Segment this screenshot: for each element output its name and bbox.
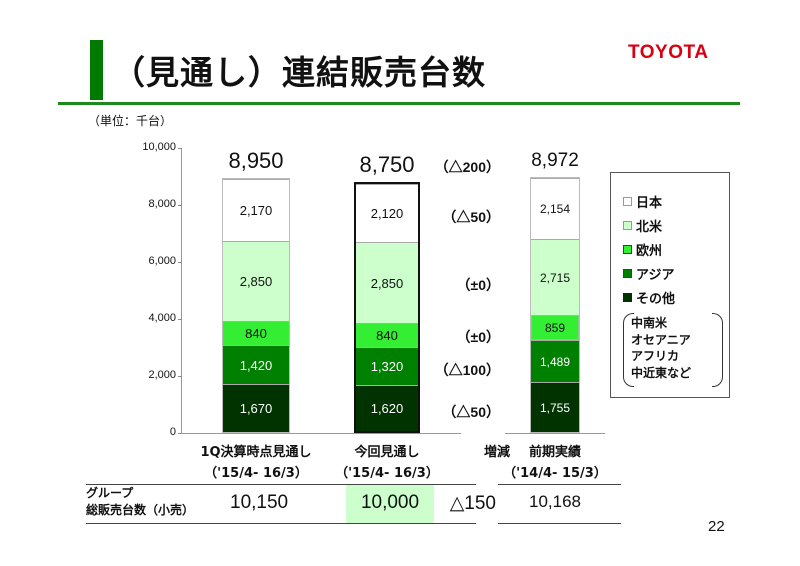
title-divider <box>58 102 740 105</box>
current-highlight <box>346 485 434 523</box>
y-axis <box>181 148 182 433</box>
swatch-icon <box>623 245 632 254</box>
legend-other-note: 中南米 オセアニア アフリカ 中近東など <box>623 313 723 387</box>
group-total-1q: 10,150 <box>230 492 289 513</box>
segment-europe: 840 <box>356 323 418 347</box>
y-tick <box>178 205 182 206</box>
segment-asia: 1,489 <box>531 340 579 383</box>
y-tick-label: 0 <box>169 426 176 438</box>
y-tick <box>178 148 182 149</box>
segment-europe: 840 <box>223 320 289 345</box>
y-tick-label: 4,000 <box>148 312 176 324</box>
diff-total: （△200） <box>434 159 500 175</box>
group-total-label: グループ 総販売台数（小売） <box>86 486 195 517</box>
chart-legend: 日本 北米 欧州 アジア その他 中南米 オセアニア アフリカ 中近東など <box>610 172 730 398</box>
swatch-icon <box>623 269 632 278</box>
category-label: 前期実績 <box>528 445 581 460</box>
category-period: （'14/4- 15/3） <box>503 466 607 481</box>
diff-header: 増減 <box>483 445 510 460</box>
diff-japan: （△50） <box>442 209 500 225</box>
category-label: 1Q決算時点見通し <box>200 445 312 460</box>
swatch-icon <box>623 221 632 230</box>
group-total-diff: △150 <box>449 493 496 514</box>
legend-item-europe: 欧州 <box>623 240 662 259</box>
x-baseline <box>505 433 605 434</box>
segment-japan: 2,154 <box>531 178 579 239</box>
segment-asia: 1,320 <box>356 347 418 385</box>
y-tick <box>178 376 182 377</box>
y-tick <box>178 319 182 320</box>
y-tick <box>178 433 182 434</box>
diff-europe: （±0） <box>456 329 500 345</box>
diff-north-america: （±0） <box>456 277 500 293</box>
segment-north-america: 2,715 <box>531 238 579 316</box>
title-accent-bar <box>90 40 103 100</box>
y-tick-label: 10,000 <box>142 141 176 153</box>
legend-item-asia: アジア <box>623 264 674 283</box>
diff-other: （△50） <box>442 404 500 420</box>
stacked-bar-1q-forecast: 1,670 1,420 840 2,850 2,170 <box>222 178 290 433</box>
bar-total: 8,750 <box>359 152 415 177</box>
y-tick-label: 8,000 <box>148 198 176 210</box>
row-divider <box>498 523 621 524</box>
page-number: 22 <box>708 518 725 535</box>
segment-north-america: 2,850 <box>356 242 418 323</box>
toyota-logo: TOYOTA <box>628 42 709 63</box>
stacked-bar-prior-actual: 1,755 1,489 859 2,715 2,154 <box>530 177 580 433</box>
row-divider <box>498 484 621 485</box>
segment-other: 1,755 <box>531 382 579 432</box>
segment-asia: 1,420 <box>223 344 289 385</box>
swatch-icon <box>623 293 632 302</box>
bar-total: 8,950 <box>228 148 284 173</box>
row-divider <box>86 484 476 485</box>
segment-japan: 2,170 <box>223 179 289 241</box>
segment-north-america: 2,850 <box>223 240 289 321</box>
page-title: （見通し）連結販売台数 <box>112 53 486 92</box>
group-total-current: 10,000 <box>360 492 420 513</box>
x-baseline <box>181 433 461 434</box>
row-divider <box>86 523 476 524</box>
swatch-icon <box>623 197 632 206</box>
paren-right-icon <box>712 313 723 387</box>
y-tick-label: 6,000 <box>148 255 176 267</box>
legend-item-north-america: 北米 <box>623 216 662 235</box>
segment-other: 1,620 <box>356 385 418 431</box>
category-label: 今回見通し <box>354 445 420 460</box>
segment-europe: 859 <box>531 315 579 341</box>
legend-item-other: その他 <box>623 288 675 307</box>
legend-item-japan: 日本 <box>623 192 662 211</box>
segment-japan: 2,120 <box>356 184 418 242</box>
bar-total: 8,972 <box>531 150 579 171</box>
diff-asia: （△100） <box>434 362 500 378</box>
category-period: （'15/4- 16/3） <box>204 466 308 481</box>
y-tick <box>178 262 182 263</box>
group-total-prior: 10,168 <box>529 492 581 511</box>
segment-other: 1,670 <box>223 384 289 432</box>
y-tick-label: 2,000 <box>148 369 176 381</box>
unit-label: （単位：千台） <box>88 114 173 128</box>
stacked-bar-current-forecast: 1,620 1,320 840 2,850 2,120 <box>354 182 420 433</box>
category-period: （'15/4- 16/3） <box>335 466 439 481</box>
